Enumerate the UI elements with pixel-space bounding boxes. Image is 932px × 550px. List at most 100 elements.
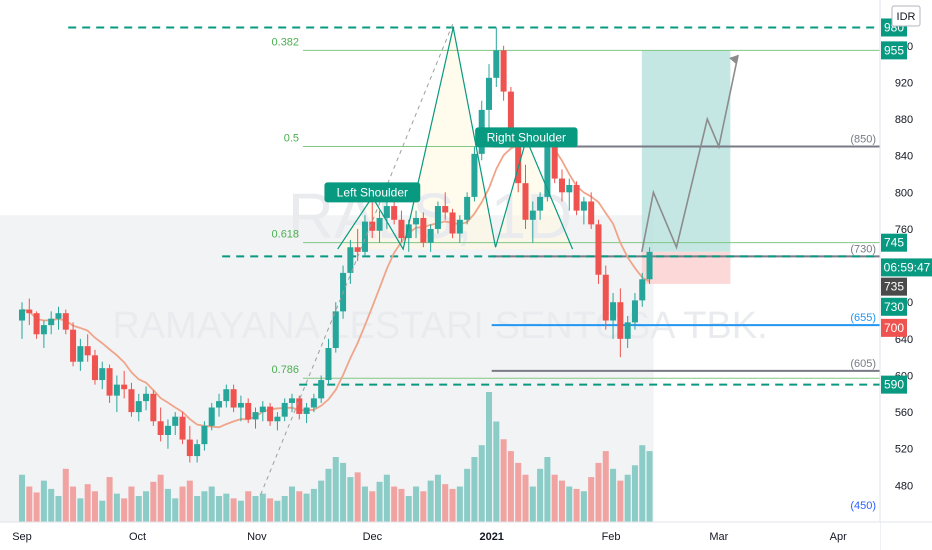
- candle[interactable]: [369, 221, 376, 231]
- candle[interactable]: [216, 401, 223, 408]
- candle[interactable]: [18, 309, 26, 321]
- candle[interactable]: [376, 217, 383, 231]
- candle[interactable]: [537, 196, 544, 211]
- candle[interactable]: [113, 384, 120, 396]
- candle[interactable]: [172, 416, 179, 426]
- candle[interactable]: [405, 224, 412, 239]
- candle[interactable]: [573, 184, 580, 211]
- candle[interactable]: [33, 313, 40, 335]
- target-zone[interactable]: [641, 50, 731, 252]
- candle[interactable]: [179, 416, 186, 440]
- volume-bar: [354, 472, 361, 522]
- volume-bar: [77, 498, 84, 522]
- candle[interactable]: [493, 50, 500, 78]
- candle[interactable]: [40, 325, 47, 335]
- candle[interactable]: [507, 91, 514, 138]
- candle[interactable]: [245, 402, 252, 420]
- candle[interactable]: [391, 206, 398, 220]
- volume-bar: [617, 480, 624, 522]
- candle[interactable]: [91, 355, 98, 381]
- candle[interactable]: [150, 393, 157, 422]
- candle[interactable]: [566, 184, 573, 193]
- candle[interactable]: [48, 318, 55, 326]
- candle[interactable]: [500, 50, 507, 92]
- candle[interactable]: [281, 402, 288, 417]
- projection-path[interactable]: [641, 54, 739, 252]
- candle[interactable]: [186, 439, 193, 457]
- candle[interactable]: [434, 206, 441, 229]
- candle[interactable]: [201, 425, 208, 445]
- candle[interactable]: [471, 153, 478, 197]
- candle[interactable]: [631, 300, 638, 323]
- candle[interactable]: [544, 146, 551, 197]
- candle[interactable]: [361, 221, 368, 252]
- candle[interactable]: [383, 206, 390, 218]
- candle[interactable]: [558, 178, 565, 193]
- candle[interactable]: [354, 247, 361, 252]
- candle[interactable]: [325, 348, 332, 381]
- candle[interactable]: [427, 228, 434, 243]
- candle[interactable]: [332, 311, 339, 348]
- candle[interactable]: [296, 398, 303, 414]
- candle[interactable]: [486, 77, 493, 110]
- candle[interactable]: [347, 247, 354, 273]
- candle[interactable]: [208, 407, 215, 426]
- candle[interactable]: [106, 368, 113, 396]
- candle[interactable]: [456, 219, 463, 234]
- candle[interactable]: [624, 322, 631, 339]
- candle[interactable]: [121, 384, 128, 390]
- candle[interactable]: [515, 137, 522, 184]
- candle[interactable]: [252, 412, 259, 420]
- candle[interactable]: [413, 217, 420, 225]
- candle[interactable]: [551, 146, 558, 179]
- volume-bar: [179, 486, 186, 522]
- candle[interactable]: [237, 402, 244, 408]
- time-tick: Nov: [247, 531, 267, 543]
- candle[interactable]: [310, 398, 317, 408]
- candle[interactable]: [522, 183, 529, 220]
- candle[interactable]: [602, 274, 609, 321]
- candle[interactable]: [62, 313, 69, 330]
- candle[interactable]: [595, 224, 602, 275]
- candle[interactable]: [580, 201, 587, 211]
- candle[interactable]: [84, 346, 91, 356]
- candle[interactable]: [617, 302, 624, 339]
- candle[interactable]: [267, 406, 274, 422]
- candle[interactable]: [303, 407, 310, 414]
- volume-bars: [18, 392, 653, 522]
- candle[interactable]: [398, 219, 405, 239]
- pattern-label[interactable]: Right Shoulder: [475, 127, 578, 148]
- candle[interactable]: [288, 398, 295, 403]
- candle[interactable]: [529, 210, 536, 220]
- candle[interactable]: [164, 425, 171, 435]
- candle[interactable]: [157, 421, 164, 435]
- candle[interactable]: [99, 368, 106, 381]
- currency-label: IDR: [897, 11, 916, 23]
- candle[interactable]: [194, 444, 201, 457]
- candle[interactable]: [230, 389, 237, 408]
- candle[interactable]: [588, 201, 595, 225]
- candle[interactable]: [135, 401, 142, 413]
- currency-box[interactable]: IDR: [891, 5, 921, 27]
- candle[interactable]: [259, 406, 266, 413]
- candle[interactable]: [639, 279, 646, 301]
- candle[interactable]: [70, 329, 77, 362]
- candle[interactable]: [128, 389, 135, 413]
- pattern-label[interactable]: Left Shoulder: [324, 182, 421, 203]
- candle[interactable]: [26, 309, 33, 314]
- candle[interactable]: [318, 380, 325, 399]
- candle[interactable]: [55, 313, 62, 319]
- time-axis[interactable]: [0, 522, 880, 550]
- candle[interactable]: [420, 217, 427, 243]
- candle[interactable]: [610, 302, 617, 321]
- candle[interactable]: [442, 206, 449, 213]
- candle[interactable]: [143, 393, 150, 402]
- candle[interactable]: [449, 212, 456, 234]
- candle[interactable]: [223, 389, 230, 402]
- candle[interactable]: [464, 196, 471, 220]
- candle[interactable]: [274, 416, 281, 422]
- candle[interactable]: [77, 346, 84, 362]
- candle[interactable]: [646, 251, 653, 280]
- fib-trendline[interactable]: [260, 22, 454, 495]
